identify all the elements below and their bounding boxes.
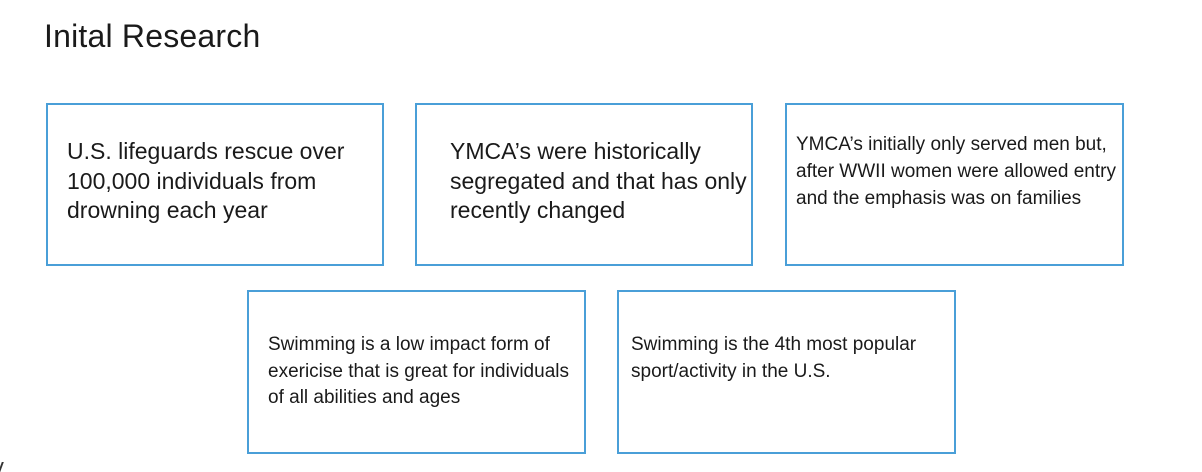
- research-card-ymca-segregation: YMCA’s were historically segregated and …: [415, 103, 753, 266]
- research-card-ymca-history: YMCA’s initially only served men but, af…: [785, 103, 1124, 266]
- card-text: YMCA’s were historically segregated and …: [450, 138, 747, 223]
- card-text: Swimming is a low impact form of exerici…: [268, 334, 569, 408]
- slide-corner-mark: [0, 462, 7, 472]
- slide-title: Inital Research: [44, 18, 261, 54]
- card-text: Swimming is the 4th most popular sport/a…: [631, 334, 917, 382]
- card-text: U.S. lifeguards rescue over 100,000 indi…: [67, 138, 345, 223]
- research-card-popularity: Swimming is the 4th most popular sport/a…: [617, 290, 956, 454]
- card-text: YMCA’s initially only served men but, af…: [796, 134, 1116, 209]
- research-card-low-impact: Swimming is a low impact form of exerici…: [247, 290, 586, 454]
- research-card-lifeguards: U.S. lifeguards rescue over 100,000 indi…: [46, 103, 384, 266]
